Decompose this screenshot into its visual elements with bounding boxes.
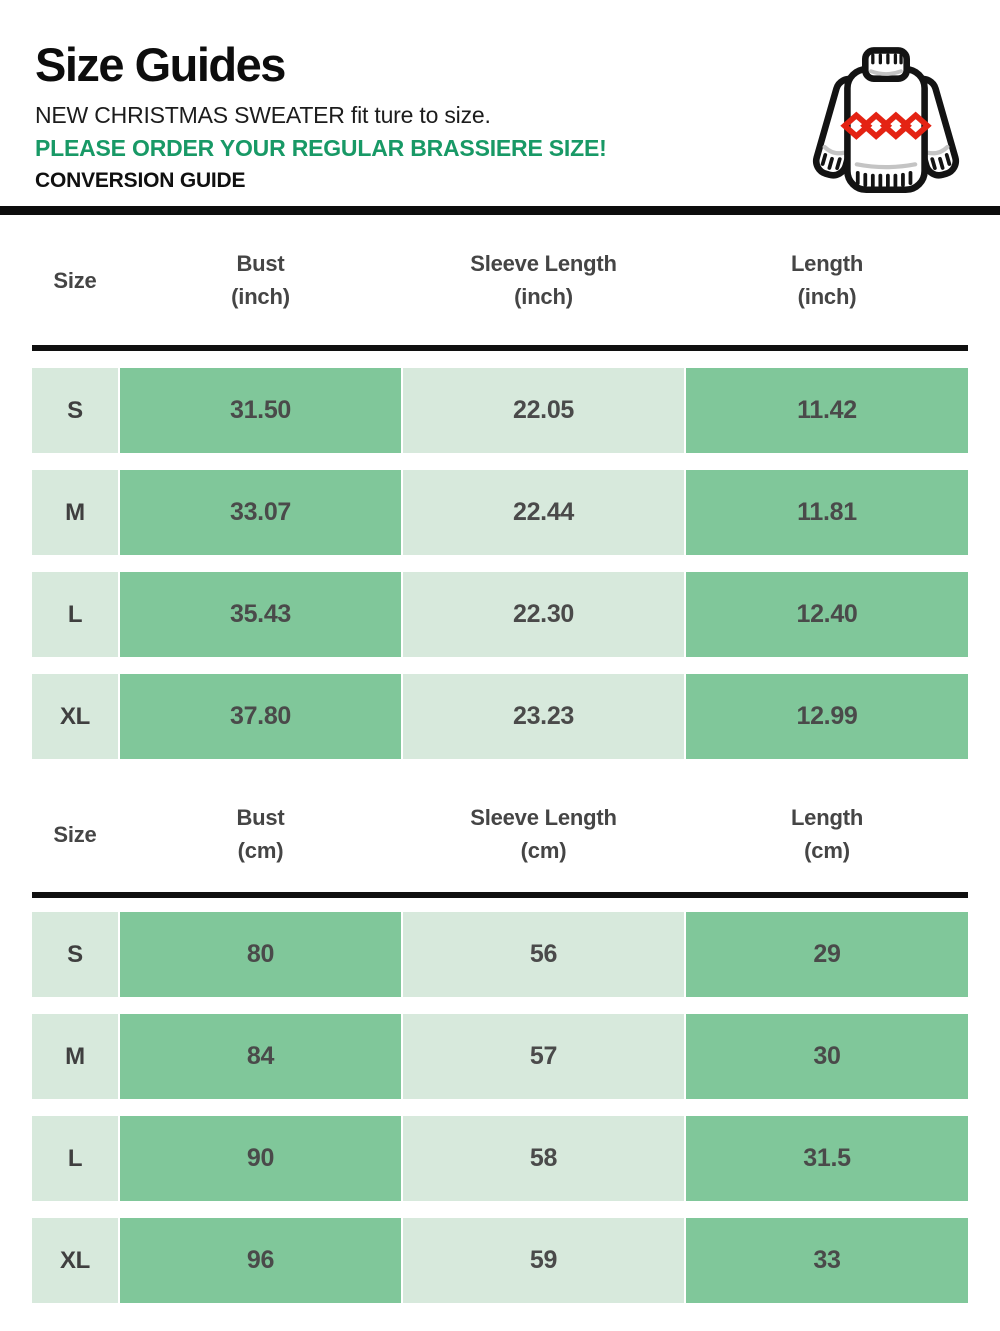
cell-sleeve: 22.30 [403,572,684,658]
table-row-s: S 31.50 22.05 11.42 [32,368,968,454]
fit-note: NEW CHRISTMAS SWEATER fit ture to size. [35,102,491,129]
cell-length: 11.42 [686,368,968,454]
cell-length: 11.81 [686,470,968,556]
cell-length: 29 [686,912,968,998]
tables-area: Size Bust (inch) Sleeve Length (inch) Le… [0,215,1000,1330]
column-header-length: Length (cm) [790,805,864,864]
cell-sleeve: 59 [403,1218,684,1304]
table-body: S 31.50 22.05 11.42 M 33.07 22.44 11.81 … [32,351,968,760]
size-table-cm: Size Bust (cm) Sleeve Length (cm) Length… [32,776,968,1304]
cell-size: S [32,368,118,454]
column-header-sleeve-length: Sleeve Length (cm) [470,805,617,864]
page-header: Size Guides NEW CHRISTMAS SWEATER fit tu… [0,0,1000,194]
cell-bust: 33.07 [120,470,401,556]
cell-size: L [32,572,118,658]
cell-size: L [32,1116,118,1202]
table-row-l: L 35.43 22.30 12.40 [32,572,968,658]
cell-size: M [32,1014,118,1100]
cell-sleeve: 22.05 [403,368,684,454]
cell-size: S [32,912,118,998]
conversion-guide-label: CONVERSION GUIDE [35,169,246,193]
table-row-xl: XL 96 59 33 [32,1218,968,1304]
cell-length: 33 [686,1218,968,1304]
column-header-sleeve-length: Sleeve Length (inch) [470,251,617,310]
header-rule [32,892,968,899]
cell-length: 30 [686,1014,968,1100]
cell-length: 31.5 [686,1116,968,1202]
header-divider [0,206,1000,216]
cell-bust: 37.80 [120,674,401,760]
page-title: Size Guides [35,38,286,91]
cell-size: XL [32,674,118,760]
cell-length: 12.99 [686,674,968,760]
column-header-length: Length (inch) [790,251,864,310]
cell-bust: 80 [120,912,401,998]
cell-bust: 84 [120,1014,401,1100]
order-notice: PLEASE ORDER YOUR REGULAR BRASSIERE SIZE… [35,135,607,162]
cell-sleeve: 57 [403,1014,684,1100]
cell-size: XL [32,1218,118,1304]
column-header-size: Size [53,821,97,847]
table-row-xl: XL 37.80 23.23 12.99 [32,674,968,760]
cell-sleeve: 56 [403,912,684,998]
table-header-row: Size Bust (cm) Sleeve Length (cm) Length… [32,776,968,892]
column-header-bust: Bust (cm) [236,805,285,864]
sweater-icon [806,46,966,198]
cell-sleeve: 58 [403,1116,684,1202]
table-body: S 80 56 29 M 84 57 30 L 90 58 31.5 [32,898,968,1304]
cell-sleeve: 22.44 [403,470,684,556]
cell-bust: 31.50 [120,368,401,454]
table-row-l: L 90 58 31.5 [32,1116,968,1202]
cell-bust: 35.43 [120,572,401,658]
cell-size: M [32,470,118,556]
cell-length: 12.40 [686,572,968,658]
size-table-inch: Size Bust (inch) Sleeve Length (inch) Le… [32,215,968,760]
table-row-s: S 80 56 29 [32,912,968,998]
column-header-bust: Bust (inch) [231,251,290,310]
table-header-row: Size Bust (inch) Sleeve Length (inch) Le… [32,215,968,345]
cell-bust: 96 [120,1218,401,1304]
column-header-size: Size [53,267,97,293]
cell-bust: 90 [120,1116,401,1202]
table-row-m: M 33.07 22.44 11.81 [32,470,968,556]
header-rule [32,345,968,352]
table-row-m: M 84 57 30 [32,1014,968,1100]
cell-sleeve: 23.23 [403,674,684,760]
